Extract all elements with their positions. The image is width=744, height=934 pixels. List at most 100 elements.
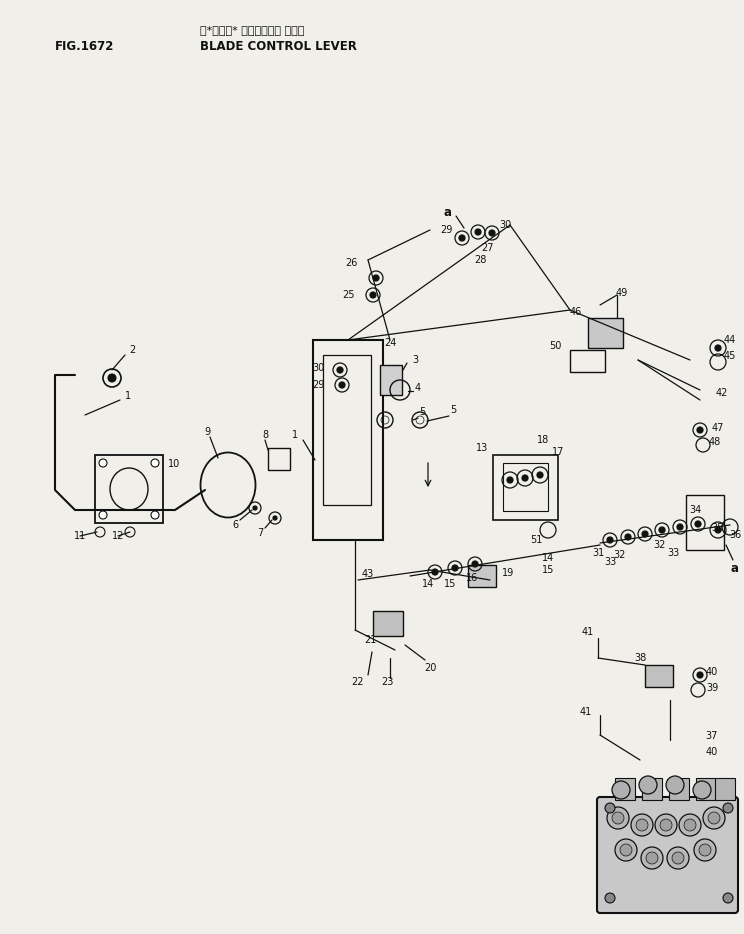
Bar — [95, 455, 163, 523]
Circle shape — [99, 459, 107, 467]
Circle shape — [507, 477, 513, 483]
Text: 32: 32 — [614, 550, 626, 560]
Bar — [380, 365, 402, 395]
Text: 25: 25 — [342, 290, 355, 300]
Text: 7: 7 — [257, 528, 263, 538]
Text: 18: 18 — [537, 435, 549, 445]
Circle shape — [693, 781, 711, 799]
Text: 17: 17 — [552, 447, 564, 457]
Circle shape — [432, 569, 438, 575]
Circle shape — [339, 382, 345, 388]
Text: 36: 36 — [729, 530, 741, 540]
Text: 28: 28 — [474, 255, 486, 265]
Text: 12: 12 — [112, 531, 124, 541]
Circle shape — [452, 565, 458, 571]
Text: 11: 11 — [74, 531, 86, 541]
Text: 47: 47 — [712, 423, 724, 433]
Bar — [686, 495, 724, 550]
Bar — [493, 455, 558, 520]
Text: 41: 41 — [580, 707, 592, 717]
Text: 10: 10 — [168, 459, 180, 469]
Circle shape — [660, 819, 672, 831]
Circle shape — [475, 229, 481, 235]
Bar — [696, 778, 716, 800]
Text: 2: 2 — [129, 345, 135, 355]
Circle shape — [99, 511, 107, 519]
Circle shape — [694, 839, 716, 861]
Bar — [715, 778, 735, 800]
Bar — [645, 665, 673, 687]
Text: BLADE CONTROL LEVER: BLADE CONTROL LEVER — [200, 40, 357, 53]
Text: 45: 45 — [724, 351, 736, 361]
Circle shape — [370, 292, 376, 298]
Circle shape — [672, 852, 684, 864]
Circle shape — [715, 345, 721, 351]
Circle shape — [151, 459, 159, 467]
Text: 40: 40 — [706, 747, 718, 757]
Bar — [669, 778, 689, 800]
Circle shape — [615, 839, 637, 861]
Text: 15: 15 — [444, 579, 456, 589]
Text: 26: 26 — [346, 258, 358, 268]
Circle shape — [723, 893, 733, 903]
Circle shape — [489, 230, 495, 236]
Text: 32: 32 — [654, 540, 666, 550]
Circle shape — [620, 844, 632, 856]
Text: 6: 6 — [232, 520, 238, 530]
Circle shape — [715, 527, 721, 533]
Circle shape — [695, 521, 701, 527]
Text: 16: 16 — [466, 573, 478, 583]
Text: 31: 31 — [592, 548, 604, 558]
Text: 30: 30 — [312, 363, 325, 373]
Text: 21: 21 — [364, 635, 376, 645]
Bar — [373, 611, 403, 636]
Circle shape — [642, 531, 648, 537]
Text: 5: 5 — [419, 407, 425, 417]
Text: 44: 44 — [724, 335, 736, 345]
Circle shape — [697, 427, 703, 433]
Text: 5: 5 — [450, 405, 456, 415]
Circle shape — [699, 844, 711, 856]
Text: 29: 29 — [440, 225, 452, 235]
Text: 35: 35 — [712, 523, 724, 533]
Text: 34: 34 — [689, 505, 701, 515]
Circle shape — [636, 819, 648, 831]
Circle shape — [537, 472, 543, 478]
Text: 51: 51 — [530, 535, 542, 545]
Circle shape — [607, 807, 629, 829]
Text: 40: 40 — [706, 667, 718, 677]
Text: 1: 1 — [292, 430, 298, 440]
Circle shape — [703, 807, 725, 829]
Circle shape — [151, 511, 159, 519]
Text: 50: 50 — [550, 341, 562, 351]
Circle shape — [373, 275, 379, 281]
Circle shape — [522, 475, 528, 481]
Text: 1: 1 — [125, 391, 131, 401]
Circle shape — [459, 235, 465, 241]
Circle shape — [612, 781, 630, 799]
Text: 14: 14 — [542, 553, 554, 563]
Bar — [615, 778, 635, 800]
Circle shape — [659, 527, 665, 533]
Bar — [323, 355, 371, 505]
Circle shape — [472, 561, 478, 567]
Circle shape — [684, 819, 696, 831]
Text: 29: 29 — [312, 380, 325, 390]
Circle shape — [677, 524, 683, 530]
Circle shape — [697, 672, 703, 678]
Text: 4: 4 — [415, 383, 421, 393]
Bar — [313, 340, 383, 540]
Bar — [268, 448, 290, 470]
Circle shape — [607, 537, 613, 543]
Text: 22: 22 — [352, 677, 365, 687]
Bar — [468, 565, 496, 587]
Circle shape — [631, 814, 653, 836]
Text: 3: 3 — [412, 355, 418, 365]
Bar — [503, 463, 548, 511]
Circle shape — [108, 374, 116, 382]
Circle shape — [605, 893, 615, 903]
Circle shape — [655, 814, 677, 836]
Circle shape — [679, 814, 701, 836]
Text: 46: 46 — [570, 307, 582, 317]
Bar — [570, 350, 605, 372]
